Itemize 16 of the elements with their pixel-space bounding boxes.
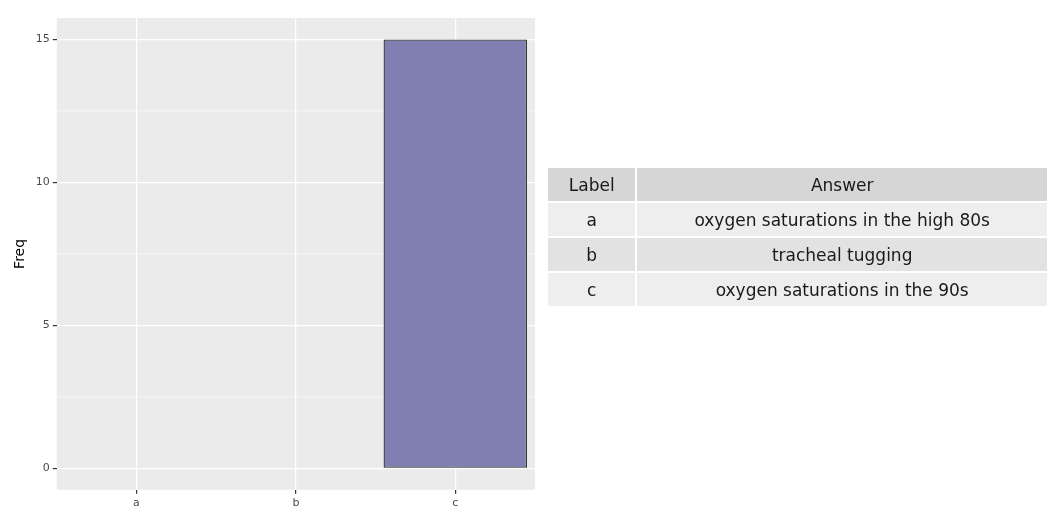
- text: Label: [548, 168, 637, 202]
- text: tracheal tugging: [636, 237, 1047, 272]
- text: c: [548, 272, 637, 307]
- x-tick-label: c: [452, 496, 459, 510]
- text: oxygen saturations in the high 80s: [636, 202, 1047, 237]
- text: a: [548, 202, 637, 237]
- y-axis-title: Freq: [11, 238, 28, 269]
- y-tick-label: 10: [35, 175, 50, 189]
- y-tick-label: 5: [42, 318, 50, 332]
- text: b: [548, 237, 637, 272]
- x-tick-label: b: [292, 496, 300, 510]
- x-tick-label: a: [133, 496, 140, 510]
- y-tick-label: 0: [42, 461, 50, 475]
- text: Answer: [636, 168, 1047, 202]
- y-tick-label: 15: [35, 32, 50, 46]
- text: oxygen saturations in the 90s: [636, 272, 1047, 307]
